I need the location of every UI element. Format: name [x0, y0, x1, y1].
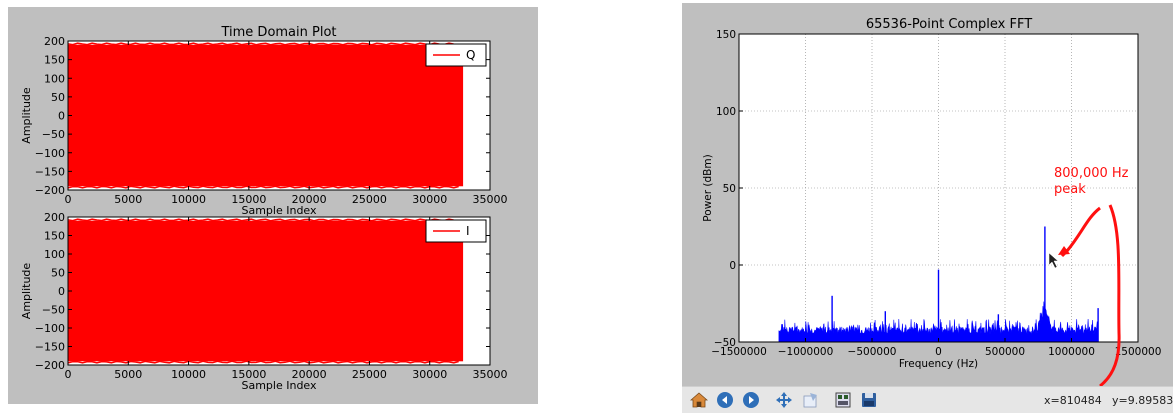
y-coordinate-readout: y=9.89583: [1112, 394, 1173, 407]
fft-x-tick-label: −1000000: [778, 346, 834, 358]
i-x-tick-label: 5000: [114, 368, 142, 381]
i-x-tick-label: 35000: [473, 368, 508, 381]
i-signal-band: [68, 220, 464, 362]
fft-y-axis-label: Power (dBm): [702, 154, 714, 221]
fft-y-tick-label: 50: [723, 183, 736, 195]
i-y-axis-label: Amplitude: [20, 263, 33, 320]
i-y-tick-label: −100: [35, 322, 65, 335]
fft-x-tick-label: −1500000: [711, 346, 767, 358]
q-x-tick-label: 10000: [171, 193, 206, 206]
q-signal-band: [68, 44, 464, 187]
i-x-tick-label: 15000: [231, 368, 266, 381]
plot-toolbar: x=810484 y=9.89583: [682, 386, 1173, 413]
q-y-axis-label: Amplitude: [20, 87, 33, 144]
forward-icon[interactable]: [742, 391, 760, 409]
subplots-icon[interactable]: [834, 391, 852, 409]
q-x-tick-label: 5000: [114, 193, 142, 206]
fft-x-axis-label: Frequency (Hz): [899, 358, 978, 370]
fft-figure: 65536-Point Complex FFT −1500000 −1000000…: [702, 17, 1161, 388]
home-icon[interactable]: [690, 391, 708, 409]
q-y-tick-label: 100: [44, 72, 65, 85]
i-x-axis-label: Sample Index: [241, 379, 317, 392]
q-y-tick-label: −150: [35, 165, 65, 178]
q-y-tick-label: 150: [44, 54, 65, 67]
annotation-line2: peak: [1054, 182, 1086, 197]
i-x-tick-label: 10000: [171, 368, 206, 381]
i-legend: I: [425, 219, 487, 243]
i-axes: 0 5000 10000 15000 20000 25000 30000 35000 200 15…: [20, 211, 508, 392]
q-legend-label: Q: [466, 48, 475, 62]
q-x-tick-label: 25000: [352, 193, 387, 206]
i-x-tick-label: 20000: [292, 368, 327, 381]
q-x-tick-label: 20000: [292, 193, 327, 206]
i-signal-upper-edge: [67, 218, 459, 222]
i-x-tick-label: 25000: [352, 368, 387, 381]
time-domain-title: Time Domain Plot: [220, 25, 336, 40]
time-domain-window: Time Domain Plot 0 5000 10000 15000 20000 250…: [8, 7, 538, 404]
save-icon[interactable]: [860, 391, 878, 409]
fft-window: 65536-Point Complex FFT −1500000 −1000000…: [682, 3, 1173, 412]
q-x-tick-label: 30000: [412, 193, 447, 206]
fft-title: 65536-Point Complex FFT: [866, 17, 1032, 32]
mouse-cursor: [1048, 252, 1059, 269]
q-y-tick-label: 200: [44, 35, 65, 48]
i-y-tick-label: −150: [35, 341, 65, 354]
back-icon[interactable]: [716, 391, 734, 409]
q-y-tick-label: 50: [51, 91, 65, 104]
i-x-tick-label: 0: [65, 368, 72, 381]
q-x-tick-label: 15000: [231, 193, 266, 206]
fft-y-tick-label: −50: [714, 337, 736, 349]
q-x-tick-label: 35000: [473, 193, 508, 206]
annotation-arrowhead-peak: [1058, 246, 1070, 255]
fft-axes: −1500000 −1000000 −500000 0 500000 1000000 150…: [702, 29, 1161, 370]
q-axes: 0 5000 10000 15000 20000 25000 30000 35000 200 15…: [20, 35, 508, 217]
q-x-axis-label: Sample Index: [241, 204, 317, 217]
q-legend: Q: [425, 43, 487, 67]
time-domain-figure: Time Domain Plot 0 5000 10000 15000 20000 250…: [20, 25, 508, 392]
i-y-tick-label: −50: [42, 304, 65, 317]
pan-icon[interactable]: [775, 391, 793, 409]
i-x-tick-label: 30000: [412, 368, 447, 381]
i-y-tick-label: 50: [51, 267, 65, 280]
fft-x-tick-label: 1500000: [1115, 346, 1162, 358]
annotation-line1: 800,000 Hz: [1054, 166, 1129, 181]
q-x-tick-label: 0: [65, 193, 72, 206]
fft-y-tick-label: 100: [716, 106, 736, 118]
q-y-tick-label: −200: [35, 184, 65, 197]
q-y-tick-label: −100: [35, 147, 65, 160]
i-signal-lower-edge: [67, 360, 459, 364]
q-y-tick-label: −50: [42, 128, 65, 141]
q-signal-lower-edge: [67, 185, 459, 189]
i-y-tick-label: 0: [58, 285, 65, 298]
q-y-tick-label: 0: [58, 110, 65, 123]
fft-y-tick-label: 0: [729, 260, 736, 272]
i-y-tick-label: 100: [44, 248, 65, 261]
fft-x-tick-label: −500000: [848, 346, 897, 358]
i-y-tick-label: −200: [35, 359, 65, 372]
fft-y-tick-label: 150: [716, 29, 736, 41]
fft-x-tick-label: 0: [935, 346, 942, 358]
annotation-arrow-readout: [1099, 204, 1121, 388]
i-y-tick-label: 150: [44, 230, 65, 243]
fft-x-tick-label: 500000: [985, 346, 1025, 358]
i-y-tick-label: 200: [44, 211, 65, 224]
i-legend-label: I: [466, 224, 470, 238]
x-coordinate-readout: x=810484: [1044, 394, 1102, 407]
fft-x-tick-label: 1000000: [1048, 346, 1095, 358]
q-signal-upper-edge: [67, 42, 459, 46]
zoom-icon[interactable]: [801, 391, 819, 409]
